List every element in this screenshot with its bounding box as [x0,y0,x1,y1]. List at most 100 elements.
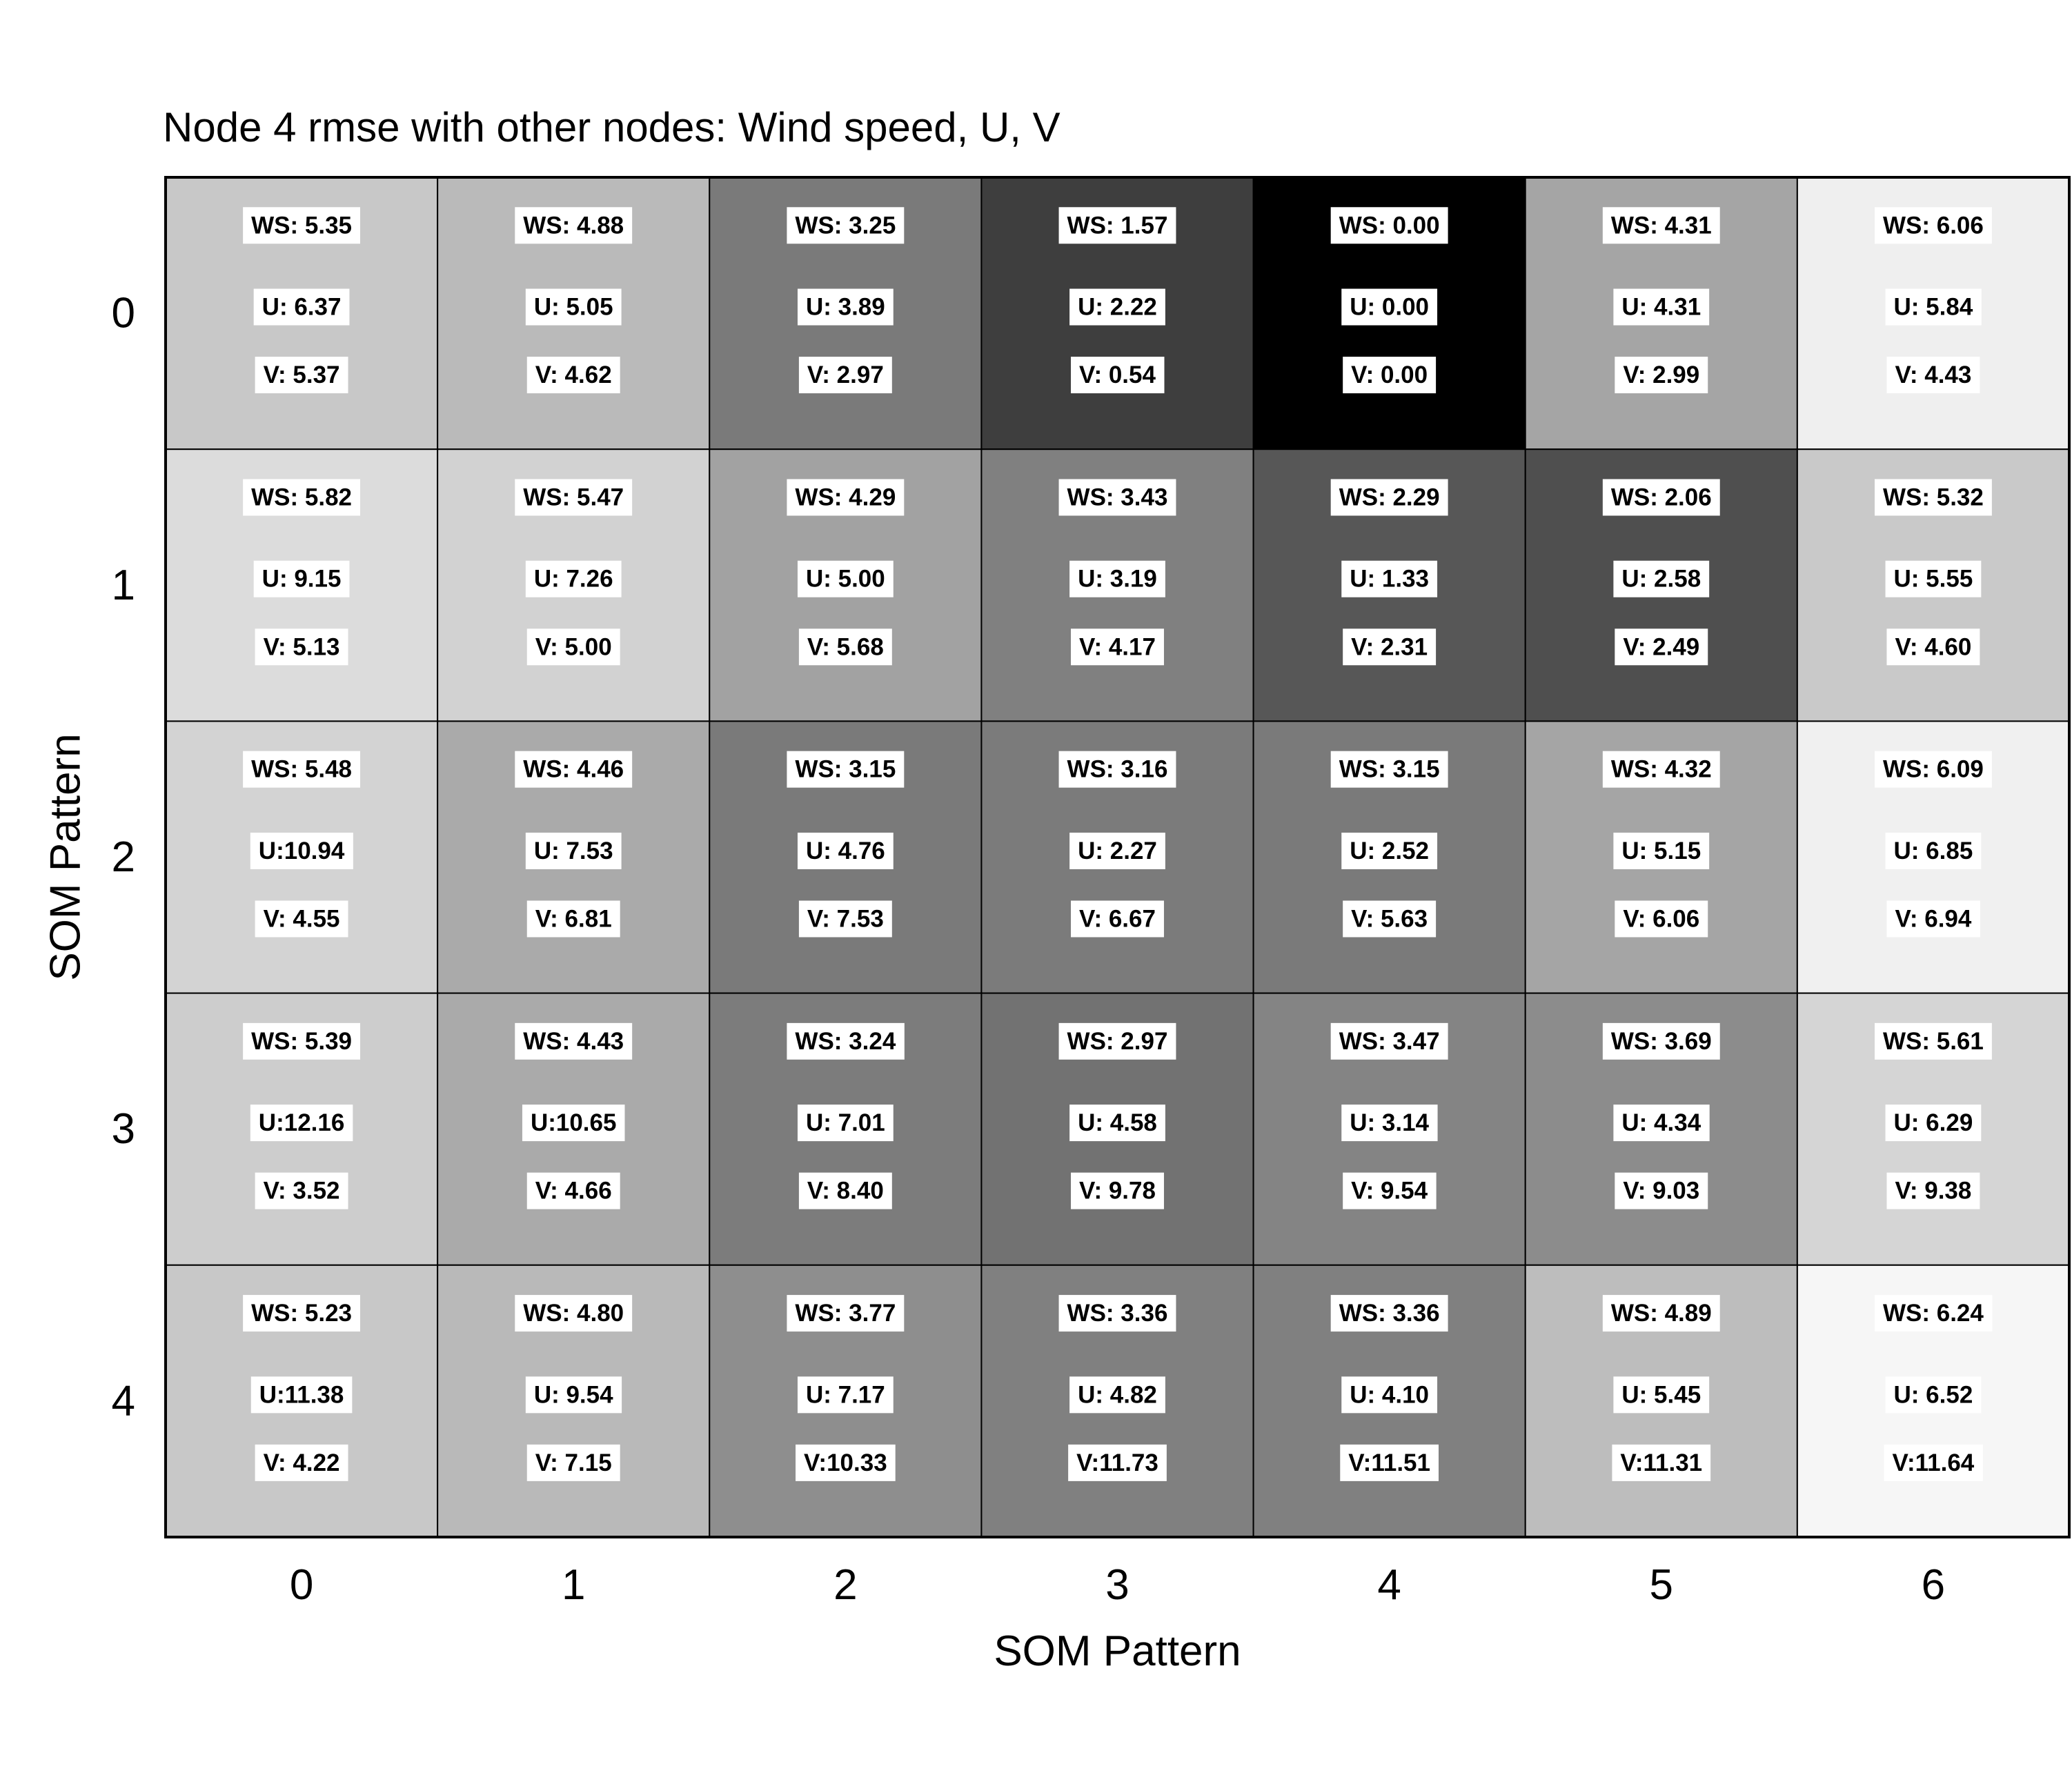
cell-label-background [1343,900,1437,938]
cell-label-text: U: 7.01 [806,1109,885,1136]
cell-label-text: V: 6.94 [1895,905,1971,932]
cell-label-background [1885,1105,1982,1142]
cell-label-v: V: 4.62 [526,357,620,394]
cell-label-background [797,288,894,326]
cell-label-background [1613,288,1710,326]
cell-label-text: WS: 4.89 [1611,1300,1712,1327]
cell-label-background [1071,1172,1164,1209]
cell-label-text: U: 3.19 [1078,566,1157,593]
cell-label-background [798,900,892,938]
cell-label-v: V:11.51 [1340,1444,1439,1481]
cell-label-ws: WS: 2.97 [1058,1022,1176,1060]
cell-label-u: U: 5.55 [1885,560,1982,597]
cell-label-background [1874,751,1992,788]
cell-label-u: U: 9.15 [253,560,350,597]
cell-label-text: WS: 3.25 [795,212,896,239]
cell-label-ws: WS: 1.57 [1058,207,1176,244]
cell-label-text: V:11.73 [1076,1449,1158,1476]
cell-label-text: V: 9.78 [1079,1178,1156,1205]
cell-label-v: V: 8.40 [798,1172,892,1209]
cell-label-background [1069,1105,1165,1142]
cell-label-background [1602,207,1720,244]
cell-label-u: U: 5.05 [525,288,622,326]
cell-label-text: V:11.51 [1348,1449,1430,1476]
cell-label-v: V: 3.52 [255,1172,348,1209]
cell-label-background [522,1105,625,1142]
cell-label-text: U: 7.53 [534,838,613,864]
cell-label-background [253,560,350,597]
cell-label-background [1071,900,1164,938]
cell-label-text: V: 5.37 [264,361,340,388]
cell-label-v: V: 0.00 [1343,357,1437,394]
cell-label-background [255,1172,348,1209]
cell-label-text: U: 4.58 [1078,1109,1157,1136]
cell-label-background [250,1376,353,1414]
cell-label-background [1330,1022,1448,1060]
cell-label-u: U: 2.52 [1341,832,1438,869]
cell-label-background [1069,1376,1165,1414]
cell-label-text: V: 9.54 [1351,1178,1428,1205]
cell-label-u: U: 7.01 [797,1105,894,1142]
cell-label-background [797,560,894,597]
cell-label-background [526,900,620,938]
cell-label-text: WS: 5.23 [251,1300,352,1327]
cell-label-background [250,832,353,869]
cell-label-text: WS: 3.77 [795,1300,896,1327]
cell-label-background [1340,1444,1439,1481]
cell-label-background [1613,560,1710,597]
cell-label-background [1058,751,1176,788]
cell-label-text: U: 4.31 [1621,294,1701,321]
cell-label-background [1343,357,1437,394]
x-tick-label: 3 [1105,1561,1129,1609]
cell-label-text: U: 4.10 [1350,1381,1429,1408]
cell-label-text: U: 1.33 [1350,566,1429,593]
cell-label-u: U: 9.54 [525,1376,622,1414]
cell-label-background [796,1444,896,1481]
cell-label-u: U: 4.58 [1069,1105,1165,1142]
cell-label-u: U: 4.76 [797,832,894,869]
cell-label-text: V: 8.40 [807,1178,884,1205]
cell-label-background [1874,207,1992,244]
cell-label-v: V: 5.00 [526,628,620,666]
cell-label-background [1343,628,1437,666]
y-tick-label: 0 [112,290,135,337]
cell-label-text: WS: 5.35 [251,212,352,239]
cell-labels: WS: 5.35 U: 6.37 V: 5.37 WS: 4.88 U: 5.05 V: … [243,207,1993,1481]
y-tick-label: 1 [112,562,135,609]
cell-label-text: WS: 3.43 [1067,484,1168,511]
cell-label-text: U: 2.52 [1350,838,1429,864]
cell-label-background [1885,832,1982,869]
cell-label-background [1612,1444,1711,1481]
cell-label-background [1885,560,1982,597]
cell-label-ws: WS: 3.36 [1330,1295,1448,1332]
cell-label-text: WS: 5.61 [1883,1028,1984,1055]
cell-label-background [798,357,892,394]
cell-label-background [1343,1172,1437,1209]
cell-label-ws: WS: 3.36 [1058,1295,1176,1332]
cell-label-background [515,479,633,516]
cell-label-text: V: 2.31 [1351,633,1428,660]
cell-label-u: U: 4.34 [1613,1105,1710,1142]
cell-label-background [1341,288,1438,326]
x-tick-label: 1 [562,1561,585,1609]
cell-label-text: WS: 6.24 [1883,1300,1984,1327]
cell-label-text: U: 6.52 [1894,1381,1973,1408]
cell-label-text: U: 5.00 [806,566,885,593]
cell-label-text: U: 4.34 [1621,1109,1701,1136]
x-tick-label: 5 [1650,1561,1673,1609]
cell-label-background [515,751,633,788]
cell-label-text: U: 9.15 [262,566,342,593]
cell-label-background [1341,560,1438,597]
cell-label-v: V: 9.54 [1343,1172,1437,1209]
cell-label-u: U: 2.22 [1069,288,1165,326]
cell-label-text: V: 7.15 [535,1449,612,1476]
cell-label-text: V: 2.49 [1623,633,1699,660]
cell-label-text: U: 3.89 [806,294,885,321]
cell-label-u: U: 6.85 [1885,832,1982,869]
cell-label-background [1341,1376,1438,1414]
cell-label-background [1069,832,1165,869]
x-tick-label: 4 [1377,1561,1401,1609]
cell-label-v: V: 6.94 [1886,900,1980,938]
cell-label-u: U: 7.17 [797,1376,894,1414]
cell-label-ws: WS: 5.48 [243,751,361,788]
